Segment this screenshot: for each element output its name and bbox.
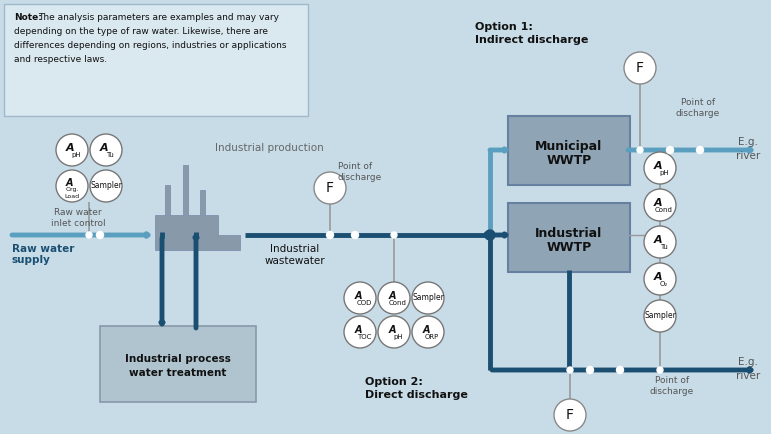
Circle shape	[567, 367, 573, 373]
Circle shape	[637, 147, 643, 153]
Circle shape	[327, 232, 333, 238]
Text: Sampler: Sampler	[644, 312, 676, 320]
Circle shape	[617, 366, 624, 374]
Text: Cond: Cond	[655, 207, 673, 213]
Text: Point of: Point of	[681, 98, 715, 107]
Circle shape	[344, 316, 376, 348]
Circle shape	[378, 316, 410, 348]
Circle shape	[485, 230, 495, 240]
Circle shape	[90, 134, 122, 166]
Text: Option 1:: Option 1:	[475, 22, 533, 32]
Text: Industrial process: Industrial process	[125, 354, 231, 364]
Text: pH: pH	[393, 334, 402, 340]
Circle shape	[554, 399, 586, 431]
Text: depending on the type of raw water. Likewise, there are: depending on the type of raw water. Like…	[14, 27, 268, 36]
Text: and respective laws.: and respective laws.	[14, 55, 107, 64]
Text: Option 2:: Option 2:	[365, 377, 423, 387]
Text: Indirect discharge: Indirect discharge	[475, 35, 588, 45]
Text: differences depending on regions, industries or applications: differences depending on regions, indust…	[14, 41, 287, 50]
Text: E.g.: E.g.	[738, 357, 758, 367]
Text: A: A	[389, 325, 396, 335]
Text: A: A	[354, 291, 362, 301]
Text: Note:: Note:	[14, 13, 42, 22]
Text: A: A	[66, 143, 74, 153]
Circle shape	[644, 189, 676, 221]
Text: A: A	[654, 235, 662, 245]
Text: river: river	[736, 151, 760, 161]
FancyBboxPatch shape	[100, 326, 256, 402]
Text: Tu: Tu	[660, 244, 668, 250]
Text: supply: supply	[12, 255, 51, 265]
Text: F: F	[566, 408, 574, 422]
Circle shape	[86, 232, 92, 238]
Circle shape	[90, 170, 122, 202]
Circle shape	[624, 52, 656, 84]
Text: Load: Load	[65, 194, 79, 198]
Circle shape	[587, 366, 594, 374]
Text: TOC: TOC	[357, 334, 371, 340]
Circle shape	[314, 172, 346, 204]
Circle shape	[56, 170, 88, 202]
Text: A: A	[354, 325, 362, 335]
Text: Tu: Tu	[106, 152, 114, 158]
Circle shape	[344, 282, 376, 314]
Text: Org.: Org.	[66, 187, 79, 193]
Text: Industrial: Industrial	[535, 227, 603, 240]
Text: The analysis parameters are examples and may vary: The analysis parameters are examples and…	[38, 13, 279, 22]
Text: F: F	[326, 181, 334, 195]
Text: Point of
discharge: Point of discharge	[338, 162, 382, 182]
Circle shape	[644, 226, 676, 258]
Text: Direct discharge: Direct discharge	[365, 390, 468, 400]
Text: A: A	[654, 198, 662, 208]
Text: Raw water
inlet control: Raw water inlet control	[51, 208, 106, 228]
Text: Industrial production: Industrial production	[215, 143, 324, 153]
Circle shape	[391, 232, 397, 238]
Circle shape	[644, 152, 676, 184]
Text: O₂: O₂	[660, 281, 668, 287]
Circle shape	[56, 134, 88, 166]
Text: F: F	[636, 61, 644, 75]
Circle shape	[326, 231, 334, 239]
Text: Sampler: Sampler	[90, 181, 122, 191]
Polygon shape	[155, 165, 240, 250]
Text: pH: pH	[659, 170, 668, 176]
Text: WWTP: WWTP	[547, 154, 591, 167]
Text: A: A	[654, 272, 662, 282]
Text: pH: pH	[71, 152, 81, 158]
Circle shape	[644, 263, 676, 295]
Text: Industrial
wastewater: Industrial wastewater	[264, 244, 325, 266]
Circle shape	[96, 231, 103, 239]
Text: Point of: Point of	[655, 376, 689, 385]
Circle shape	[352, 231, 359, 239]
Text: A: A	[654, 161, 662, 171]
Text: Cond: Cond	[389, 300, 407, 306]
Text: WWTP: WWTP	[547, 241, 591, 254]
Circle shape	[412, 316, 444, 348]
Text: river: river	[736, 371, 760, 381]
Circle shape	[644, 300, 676, 332]
Text: Raw water: Raw water	[12, 244, 74, 254]
Text: Municipal: Municipal	[535, 140, 603, 153]
Text: A: A	[423, 325, 429, 335]
Text: E.g.: E.g.	[738, 137, 758, 147]
Text: COD: COD	[356, 300, 372, 306]
Text: A: A	[66, 178, 72, 188]
Text: A: A	[389, 291, 396, 301]
Circle shape	[378, 282, 410, 314]
Text: discharge: discharge	[650, 387, 694, 396]
Circle shape	[412, 282, 444, 314]
Text: water treatment: water treatment	[130, 368, 227, 378]
FancyBboxPatch shape	[4, 4, 308, 116]
Text: discharge: discharge	[676, 109, 720, 118]
Circle shape	[657, 367, 663, 373]
FancyBboxPatch shape	[508, 116, 630, 185]
Circle shape	[696, 147, 703, 154]
FancyBboxPatch shape	[508, 203, 630, 272]
Text: Sampler: Sampler	[412, 293, 444, 302]
Circle shape	[666, 147, 674, 154]
Text: A: A	[99, 143, 108, 153]
Text: ORP: ORP	[425, 334, 439, 340]
